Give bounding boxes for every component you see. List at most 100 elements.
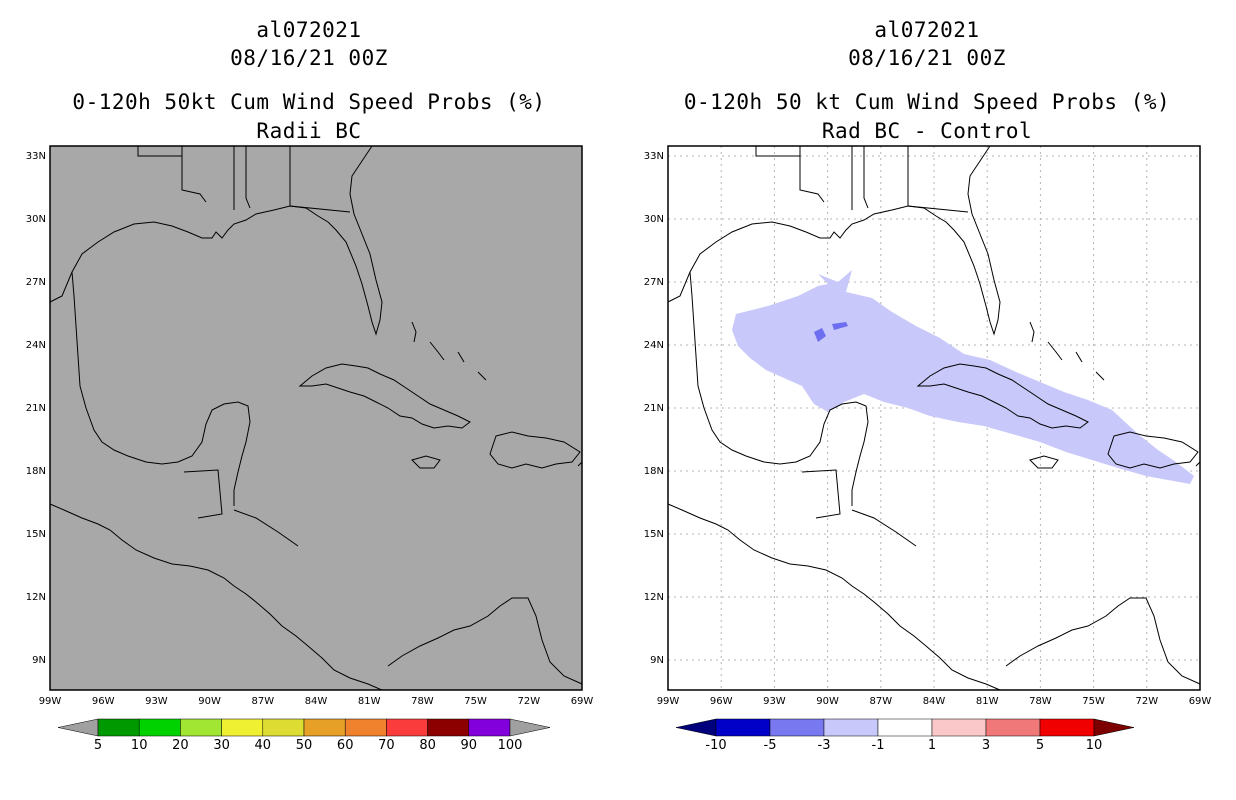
map-frame [49,145,583,691]
coastline-path [1075,351,1083,363]
colorbar-segment [985,718,1041,737]
lat-tick-label: 33N [644,151,664,162]
lat-tick-label: 21N [26,403,46,414]
colorbar-end-right [1093,718,1135,737]
coastline-path [477,371,487,381]
coastline-path [71,271,251,506]
colorbar-segment [769,718,825,737]
colorbar-end-right [509,718,551,737]
coastlines [49,145,583,691]
map-background [50,146,582,690]
colorbar: 5 10 20 30 40 50 60 70 80 90 100 [57,718,551,753]
coastline-path [298,363,471,429]
coastline-path [183,469,223,519]
colorbar-label: 10 [1086,738,1103,753]
colorbar-segment [262,718,305,737]
colorbar-label: 10 [131,738,148,753]
plot-subtitle: Radii BC [256,119,362,143]
left-panel: al072021 08/16/21 00Z 0-120h 50kt Cum Wi… [26,18,594,753]
colorbar-label: 1 [928,738,936,753]
colorbar-segment [1039,718,1095,737]
colorbar-segment [715,718,771,737]
plot-subtitle: Rad BC - Control [821,119,1033,143]
coastline-path [667,503,1001,691]
shading-layer [732,270,1194,484]
shading-region [732,270,1194,484]
colorbar-label: 30 [213,738,230,753]
lat-tick-label: 33N [26,151,46,162]
lat-tick-label: 15N [644,529,664,540]
colorbar-label: 50 [296,738,313,753]
lon-tick-label: 99W [39,696,62,707]
lon-tick-label: 87W [251,696,274,707]
coastline-path [429,341,445,361]
lon-tick-label: 75W [464,696,487,707]
coastline-path [755,146,800,157]
lon-tick-label: 93W [763,696,786,707]
coastline-path [1029,455,1059,469]
lat-tick-label: 24N [26,340,46,351]
colorbar: -10 -5 -3 -1 1 3 5 10 [675,718,1135,753]
plot-title: 0-120h 50 kt Cum Wind Speed Probs (%) [683,90,1171,114]
lon-tick-label: 81W [358,696,381,707]
storm-id: al072021 [874,18,980,42]
datetime: 08/16/21 00Z [230,46,388,70]
lon-tick-label: 84W [923,696,946,707]
coastline-path [181,146,207,203]
coastline-path [233,509,299,547]
colorbar-segment [468,718,511,737]
colorbar-segment [877,718,933,737]
coastline-path [411,321,417,343]
lat-tick-label: 18N [644,466,664,477]
coastline-path [1029,321,1035,343]
lon-tick-label: 72W [517,696,540,707]
lon-tick-label: 78W [411,696,434,707]
coastline-path [1107,431,1199,469]
lon-tick-label: 96W [710,696,733,707]
coastline-path [907,146,969,213]
colorbar-segment [180,718,222,737]
colorbar-label: -3 [818,738,831,753]
colorbar-segment [427,718,470,737]
colorbar-label: 90 [461,738,478,753]
lon-tick-label: 90W [198,696,221,707]
coastline-path [851,509,917,547]
colorbar-label: -1 [872,738,885,753]
shading-region-dark [832,322,848,330]
coastline-path [387,597,583,685]
right-panel: al072021 08/16/21 00Z 0-120h 50 kt Cum W… [618,0,1236,800]
plot-title: 0-120h 50kt Cum Wind Speed Probs (%) [72,90,546,114]
coastline-path [863,146,869,209]
lon-tick-label: 69W [1189,696,1212,707]
lat-tick-label: 27N [644,277,664,288]
difference-map: 33N 30N 27N 24N 21N 18N 15N 12N 9N 99W 96W 93W 90W 87… [644,145,1212,753]
lon-tick-label: 81W [976,696,999,707]
coastline-path [137,146,182,157]
colorbar-label: 5 [94,738,102,753]
lon-tick-label: 75W [1082,696,1105,707]
lon-tick-label: 69W [571,696,594,707]
coastline-path [1047,341,1063,361]
lat-tick-label: 15N [26,529,46,540]
probability-map: 33N 30N 27N 24N 21N 18N 15N 12N 9N 99W 96W 93W 90W 87… [26,145,594,753]
lon-tick-label: 96W [92,696,115,707]
colorbar-label: 40 [255,738,272,753]
lat-tick-label: 30N [644,214,664,225]
coastline-path [799,146,825,203]
colorbar-segment [303,718,346,737]
coastline-path [689,271,869,506]
coastline-path [801,469,841,519]
colorbar-label: 3 [982,738,990,753]
lat-tick-label: 27N [26,277,46,288]
lon-tick-label: 72W [1135,696,1158,707]
lon-tick-label: 87W [869,696,892,707]
coastline-path [1095,371,1105,381]
colorbar-segment [344,718,387,737]
coastline-path [245,146,251,209]
lon-tick-label: 93W [145,696,168,707]
shading-region-dark [814,328,826,342]
colorbar-segment [823,718,879,737]
coastline-path [457,351,465,363]
lat-tick-label: 18N [26,466,46,477]
lon-tick-label: 99W [657,696,680,707]
